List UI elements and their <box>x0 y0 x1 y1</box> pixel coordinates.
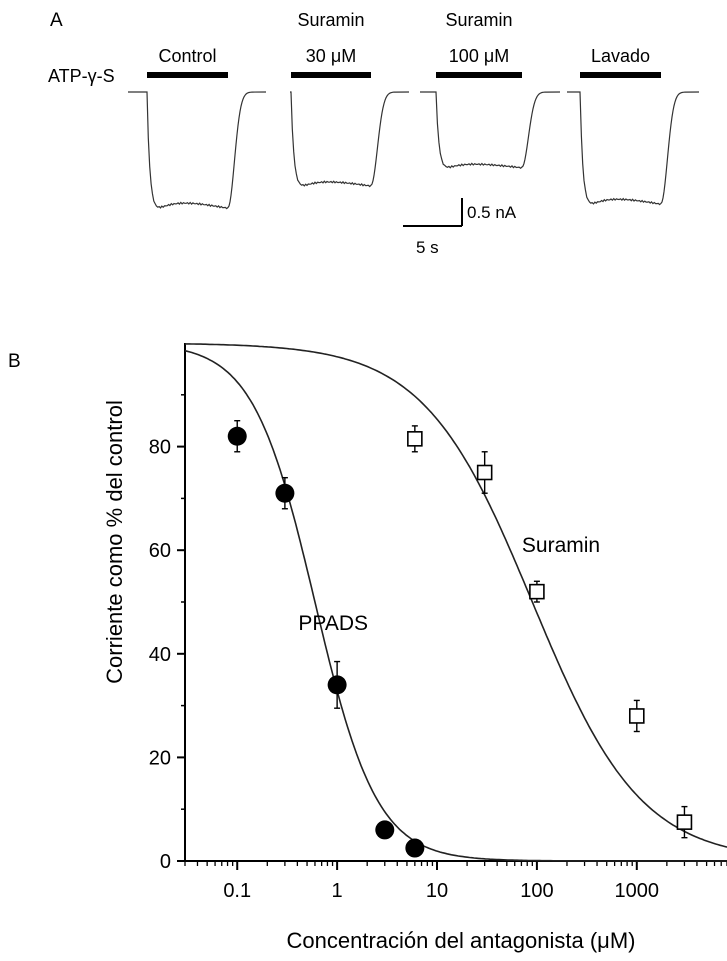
data-point-suramin <box>676 814 693 830</box>
series-label-ppads: PPADS <box>298 612 368 635</box>
current-trace <box>128 91 267 210</box>
panel-b-inhibition-chart: B 0 20 40 60 80 0.1 1 10 100 1000 PPADS Suramin Co… <box>8 343 727 953</box>
x-tick-label: 1000 <box>615 880 660 902</box>
current-trace <box>290 91 410 188</box>
x-tick-label: 100 <box>520 880 553 902</box>
data-point-ppads <box>375 820 395 840</box>
agonist-application-bar <box>580 72 661 78</box>
data-point-ppads <box>227 426 247 446</box>
y-tick-label: 0 <box>160 851 171 873</box>
fit-curve-suramin <box>185 343 727 848</box>
agonist-label: ATP-γ-S <box>48 66 115 86</box>
data-point-ppads <box>275 483 295 503</box>
y-tick-label: 80 <box>149 437 171 459</box>
y-tick-label: 20 <box>149 747 171 769</box>
condition-label-line2: Lavado <box>591 46 650 66</box>
x-tick-label: 0.1 <box>223 880 251 902</box>
agonist-application-bar <box>147 72 228 78</box>
agonist-application-bar <box>436 72 522 78</box>
y-tick-label: 40 <box>149 644 171 666</box>
data-point-suramin <box>476 464 493 481</box>
condition-label-line1: Suramin <box>445 10 512 30</box>
panel-b-label: B <box>8 351 21 372</box>
data-point-ppads <box>405 838 425 858</box>
condition-label-line2: 30 μM <box>306 46 356 66</box>
data-point-suramin <box>628 708 645 724</box>
x-axis-label: Concentración del antagonista (μM) <box>287 928 636 953</box>
scale-bar: 0.5 nA 5 s <box>403 198 517 257</box>
agonist-application-bar <box>291 72 371 78</box>
scale-bar-current-label: 0.5 nA <box>467 203 517 222</box>
panel-a-current-traces: A ATP-γ-S Control Suramin 30 μM Suramin 100 … <box>48 10 700 257</box>
panel-a-label: A <box>50 10 63 31</box>
x-tick-label: 10 <box>426 880 448 902</box>
condition-label-line1: Suramin <box>297 10 364 30</box>
y-axis-label: Corriente como % del control <box>102 400 127 684</box>
scale-bar-time-label: 5 s <box>416 238 439 257</box>
current-trace <box>420 91 561 169</box>
fit-curve-ppads <box>184 349 727 862</box>
data-point-suramin <box>407 431 423 447</box>
current-trace <box>567 91 700 206</box>
condition-label-line2: 100 μM <box>449 46 509 66</box>
series-label-suramin: Suramin <box>522 534 600 557</box>
x-tick-label: 1 <box>332 880 343 902</box>
y-tick-label: 60 <box>149 540 171 562</box>
data-point-suramin <box>529 583 545 600</box>
data-point-ppads <box>327 675 347 695</box>
condition-label-line2: Control <box>158 46 216 66</box>
